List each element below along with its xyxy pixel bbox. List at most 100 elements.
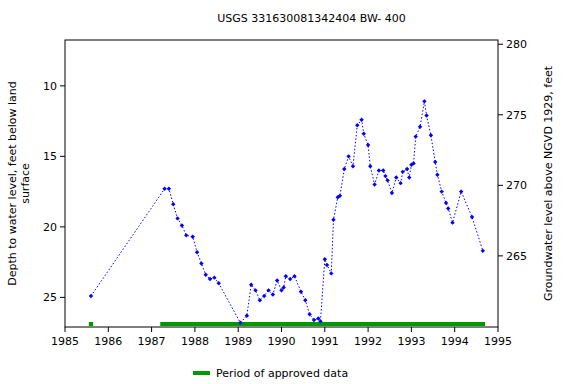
plot-data bbox=[89, 99, 485, 326]
data-point bbox=[323, 257, 327, 261]
data-point bbox=[424, 113, 428, 117]
data-point bbox=[355, 123, 359, 127]
data-point bbox=[318, 319, 322, 323]
data-point bbox=[390, 191, 394, 195]
data-point bbox=[446, 206, 450, 210]
data-point bbox=[292, 274, 296, 278]
y-tick-label: 25 bbox=[43, 291, 57, 304]
data-point bbox=[401, 170, 405, 174]
data-point bbox=[307, 312, 311, 316]
data-point bbox=[171, 202, 175, 206]
data-point bbox=[195, 250, 199, 254]
y2-tick-label: 275 bbox=[506, 109, 527, 122]
data-point bbox=[422, 99, 426, 103]
data-point bbox=[238, 321, 242, 325]
series-line bbox=[91, 101, 483, 322]
data-point bbox=[385, 178, 389, 182]
data-point bbox=[271, 292, 275, 296]
plot-frame bbox=[65, 40, 498, 327]
x-tick-label: 1993 bbox=[397, 335, 425, 348]
data-point bbox=[429, 133, 433, 137]
x-tick-label: 1988 bbox=[181, 335, 209, 348]
chart: USGS 331630081342404 BW- 400198519861987… bbox=[0, 0, 576, 384]
y-tick bbox=[60, 297, 65, 298]
data-point bbox=[262, 294, 266, 298]
data-point bbox=[394, 175, 398, 179]
data-point bbox=[435, 172, 439, 176]
data-point bbox=[366, 143, 370, 147]
data-point bbox=[266, 288, 270, 292]
data-point bbox=[167, 187, 171, 191]
data-point bbox=[377, 168, 381, 172]
data-point bbox=[418, 125, 422, 129]
y-axis-label: surface bbox=[19, 163, 32, 204]
x-tick bbox=[411, 327, 412, 332]
x-tick bbox=[454, 327, 455, 332]
data-point bbox=[199, 261, 203, 265]
data-point bbox=[299, 290, 303, 294]
data-point bbox=[331, 218, 335, 222]
x-tick bbox=[498, 327, 499, 332]
data-point bbox=[208, 277, 212, 281]
legend-swatch bbox=[193, 371, 210, 375]
data-point bbox=[312, 318, 316, 322]
data-point bbox=[470, 215, 474, 219]
y-tick-label: 10 bbox=[43, 80, 57, 93]
data-point bbox=[204, 273, 208, 277]
data-point bbox=[405, 167, 409, 171]
y-tick bbox=[60, 226, 65, 227]
data-point bbox=[433, 160, 437, 164]
y2-tick-label: 270 bbox=[506, 179, 527, 192]
y-tick-label: 20 bbox=[43, 221, 57, 234]
data-point bbox=[180, 223, 184, 227]
data-point bbox=[444, 201, 448, 205]
y-tick bbox=[60, 85, 65, 86]
approved-period bbox=[89, 322, 93, 326]
data-point bbox=[342, 167, 346, 171]
y2-tick-label: 280 bbox=[506, 38, 527, 51]
x-tick bbox=[151, 327, 152, 332]
data-point bbox=[351, 164, 355, 168]
data-point bbox=[398, 181, 402, 185]
x-tick-label: 1992 bbox=[354, 335, 382, 348]
y2-tick bbox=[498, 114, 503, 115]
data-point bbox=[440, 189, 444, 193]
data-point bbox=[346, 154, 350, 158]
x-tick bbox=[238, 327, 239, 332]
data-point bbox=[275, 278, 279, 282]
y-tick bbox=[60, 156, 65, 157]
data-point bbox=[162, 187, 166, 191]
data-point bbox=[89, 294, 93, 298]
x-tick-label: 1995 bbox=[484, 335, 512, 348]
data-point bbox=[212, 275, 216, 279]
data-point bbox=[411, 161, 415, 165]
y2-tick-label: 265 bbox=[506, 250, 527, 263]
x-tick-label: 1991 bbox=[311, 335, 339, 348]
data-point bbox=[325, 263, 329, 267]
x-tick-label: 1987 bbox=[138, 335, 166, 348]
data-point bbox=[284, 274, 288, 278]
y2-axis-label: Groundwater level above NGVD 1929, feet bbox=[542, 65, 555, 301]
data-point bbox=[338, 194, 342, 198]
data-point bbox=[258, 298, 262, 302]
x-tick bbox=[368, 327, 369, 332]
data-point bbox=[481, 249, 485, 253]
y2-tick bbox=[498, 185, 503, 186]
data-point bbox=[329, 271, 333, 275]
x-tick bbox=[108, 327, 109, 332]
data-point bbox=[407, 175, 411, 179]
data-point bbox=[450, 220, 454, 224]
data-point bbox=[217, 281, 221, 285]
y2-tick bbox=[498, 255, 503, 256]
data-point bbox=[459, 189, 463, 193]
y2-tick bbox=[498, 44, 503, 45]
data-point bbox=[281, 285, 285, 289]
x-tick bbox=[281, 327, 282, 332]
x-tick bbox=[194, 327, 195, 332]
y-axis-label: Depth to water level, feet below land bbox=[6, 81, 19, 286]
data-point bbox=[303, 298, 307, 302]
background bbox=[0, 0, 576, 384]
data-point bbox=[362, 132, 366, 136]
data-point bbox=[253, 288, 257, 292]
data-point bbox=[368, 164, 372, 168]
